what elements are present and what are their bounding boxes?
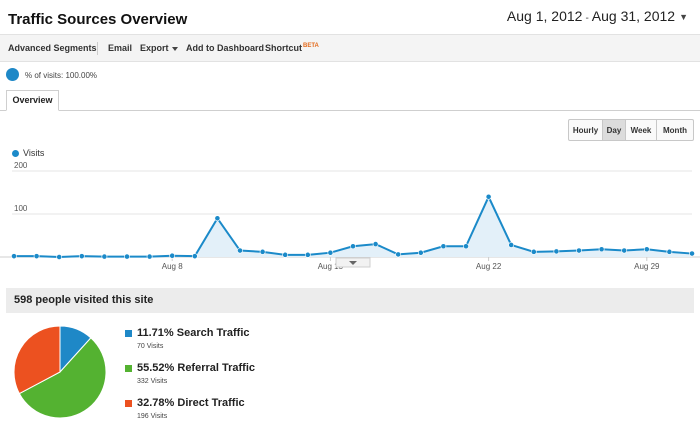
data-point[interactable] — [78, 253, 85, 260]
x-tick-label: Aug 8 — [162, 262, 183, 271]
data-point[interactable] — [56, 254, 63, 260]
source-percent: 55.52% — [137, 362, 175, 374]
search-color-swatch — [125, 330, 132, 337]
header: Traffic Sources Overview Aug 1, 2012- Aug… — [0, 0, 700, 34]
data-point[interactable] — [621, 247, 628, 254]
data-point[interactable] — [395, 251, 402, 258]
chevron-down-icon — [171, 46, 178, 51]
y-tick-label: 100 — [14, 204, 28, 213]
source-visits: 196 Visits — [137, 413, 168, 420]
data-point[interactable] — [598, 246, 605, 253]
data-point[interactable] — [101, 253, 108, 260]
date-start: Aug 1, 2012 — [506, 8, 583, 24]
legend-dot-icon — [12, 150, 19, 157]
advanced-segments-button[interactable]: Advanced Segments — [8, 43, 97, 53]
month-button[interactable]: Month — [663, 125, 687, 135]
legend-label: Visits — [23, 148, 45, 158]
data-point[interactable] — [214, 215, 221, 222]
source-label: 11.71% Search Traffic — [137, 327, 250, 339]
source-name: Direct Traffic — [177, 397, 245, 409]
x-tick-label: Aug 22 — [476, 262, 502, 271]
x-tick-label: Aug 15 — [318, 262, 344, 271]
tab-overview[interactable]: Overview — [6, 90, 59, 111]
data-point[interactable] — [576, 247, 582, 254]
visits-line-chart: 200 100 Aug 8 Aug 15 Aug 22 Aug 29 — [0, 161, 700, 271]
export-label: Export — [140, 43, 169, 53]
source-label: 55.52% Referral Traffic — [137, 362, 255, 374]
x-tick-label: Aug 29 — [634, 262, 660, 271]
pie-slice-direct[interactable] — [13, 325, 61, 395]
data-point[interactable] — [372, 241, 379, 247]
summary-bar: 598 people visited this site — [6, 288, 694, 313]
email-button[interactable]: Email — [108, 43, 133, 53]
direct-color-swatch — [125, 400, 132, 407]
period-toggle-group: Hourly Day Week Month — [568, 119, 694, 141]
export-button[interactable]: Export — [140, 43, 178, 53]
source-name: Referral Traffic — [177, 362, 256, 374]
segment-label: % of visits: 100.00% — [25, 71, 98, 80]
data-point[interactable] — [508, 242, 515, 248]
data-point[interactable] — [666, 248, 673, 255]
pie-slice-referral[interactable] — [18, 337, 107, 419]
source-name: Search Traffic — [176, 327, 250, 339]
data-point[interactable] — [259, 248, 266, 255]
hourly-button[interactable]: Hourly — [569, 120, 603, 140]
page-title: Traffic Sources Overview — [8, 11, 188, 28]
toolbar-divider — [97, 42, 98, 55]
data-point[interactable] — [146, 253, 153, 260]
shortcut-label: Shortcut — [265, 43, 302, 53]
traffic-pie-chart — [13, 325, 107, 419]
chevron-down-icon — [349, 261, 357, 265]
data-point[interactable] — [553, 248, 560, 255]
data-point[interactable] — [282, 251, 289, 258]
tab-bar-line — [0, 110, 700, 111]
data-point[interactable] — [463, 243, 469, 250]
add-to-dashboard-button[interactable]: Add to Dashboard — [186, 43, 264, 53]
data-point[interactable] — [440, 243, 447, 250]
data-point[interactable] — [350, 243, 356, 250]
data-point[interactable] — [417, 249, 424, 256]
summary-title: 598 people visited this site — [14, 294, 154, 306]
date-separator: - — [585, 13, 589, 24]
data-point[interactable] — [327, 249, 334, 256]
source-visits: 70 Visits — [137, 343, 164, 350]
source-percent: 11.71% — [137, 327, 174, 339]
data-point[interactable] — [689, 250, 695, 257]
day-button[interactable]: Day — [603, 120, 626, 140]
referral-color-swatch — [125, 365, 132, 372]
data-point[interactable] — [124, 253, 130, 260]
data-point[interactable] — [304, 251, 311, 258]
date-end: Aug 31, 2012 — [591, 8, 676, 24]
chevron-down-icon: ▼ — [679, 12, 688, 23]
data-point[interactable] — [191, 253, 198, 260]
shortcut-button[interactable]: ShortcutBETA — [265, 43, 319, 53]
data-point[interactable] — [169, 252, 176, 259]
data-point[interactable] — [643, 246, 650, 253]
data-point[interactable] — [530, 248, 537, 255]
data-point[interactable] — [485, 193, 492, 200]
date-range-picker[interactable]: Aug 1, 2012- Aug 31, 2012 ▼ — [507, 8, 688, 24]
beta-badge: BETA — [303, 43, 319, 49]
week-button[interactable]: Week — [626, 120, 657, 140]
toolbar: Advanced Segments Email Export Add to Da… — [0, 34, 700, 62]
data-point[interactable] — [33, 253, 40, 260]
source-visits: 332 Visits — [137, 378, 168, 385]
segment-pie-icon — [6, 68, 19, 81]
data-point[interactable] — [237, 247, 243, 254]
data-point[interactable] — [11, 253, 17, 260]
source-label: 32.78% Direct Traffic — [137, 397, 245, 409]
y-tick-label: 200 — [14, 161, 28, 170]
source-percent: 32.78% — [137, 397, 175, 409]
